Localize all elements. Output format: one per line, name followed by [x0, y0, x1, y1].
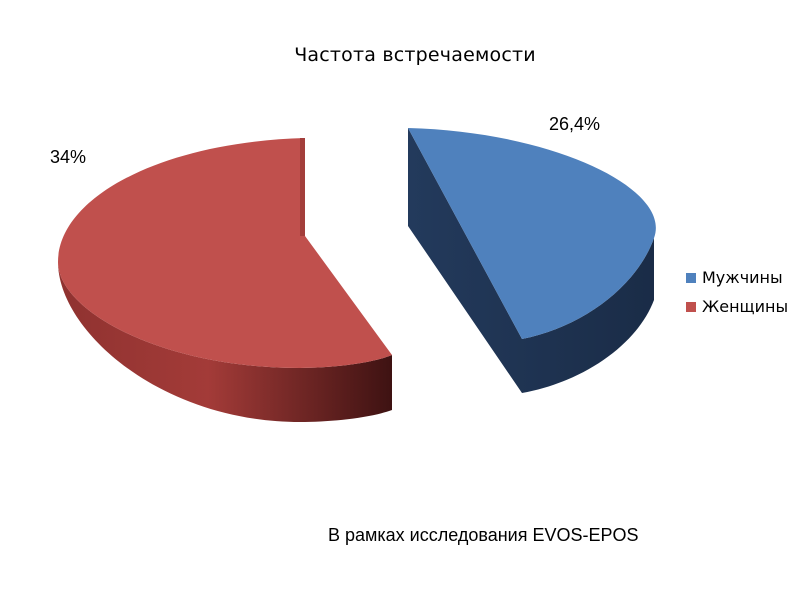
- legend-item-women: Женщины: [686, 292, 788, 321]
- legend-swatch-women: [686, 301, 696, 312]
- pie-slice-women-side: [58, 262, 392, 422]
- legend: Мужчины Женщины: [686, 263, 788, 321]
- legend-label-men: Мужчины: [702, 268, 783, 287]
- legend-swatch-men: [686, 272, 696, 283]
- pie-slice-men-side: [408, 128, 654, 393]
- data-label-women: 34%: [50, 147, 86, 167]
- chart-title: Частота встречаемости: [294, 44, 536, 66]
- pie-slice-women: [58, 138, 392, 368]
- legend-item-men: Мужчины: [686, 263, 788, 292]
- pie-slice-women-cut: [300, 138, 305, 236]
- footnote: В рамках исследования EVOS-EPOS: [328, 525, 639, 545]
- data-label-men: 26,4%: [549, 114, 600, 134]
- legend-label-women: Женщины: [702, 297, 789, 316]
- pie-slice-men: [408, 128, 656, 339]
